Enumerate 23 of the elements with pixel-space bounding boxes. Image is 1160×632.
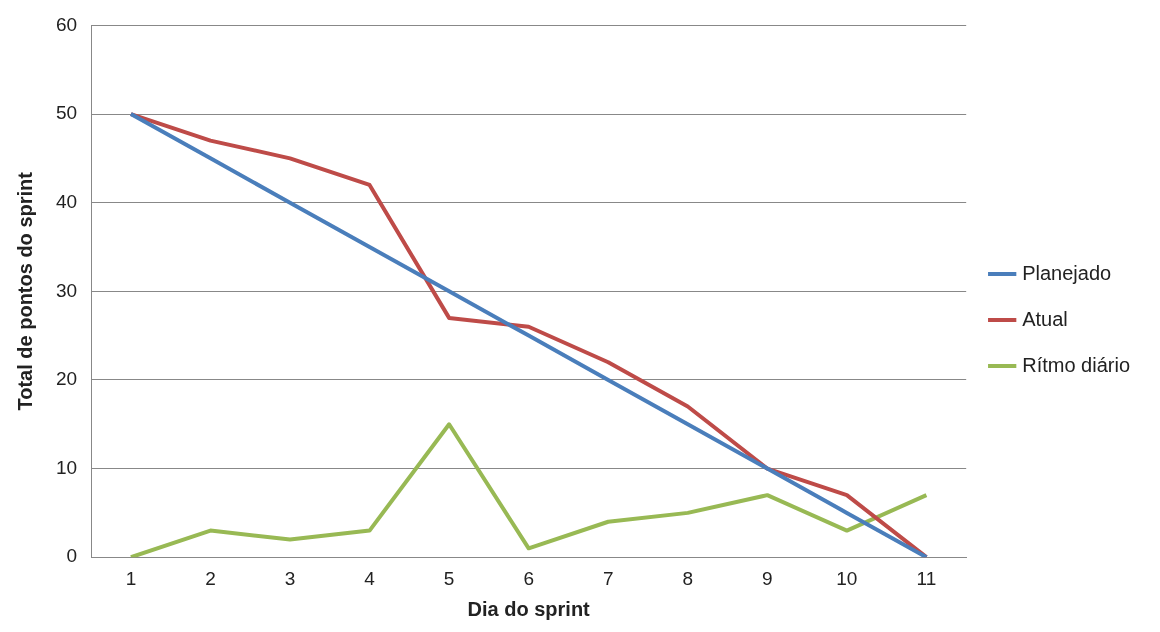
x-tick-label: 6 [523, 567, 534, 589]
legend-label: Atual [1022, 307, 1068, 330]
y-tick-label: 10 [55, 456, 78, 478]
x-tick-label: 4 [364, 567, 376, 589]
y-tick-label: 50 [55, 102, 78, 124]
x-tick-label: 10 [836, 567, 858, 589]
x-axis-title: Dia do sprint [467, 597, 591, 620]
x-tick-label: 1 [125, 567, 137, 589]
x-tick-label: 7 [602, 567, 614, 589]
y-axis-title: Total de pontos do sprint [13, 171, 36, 411]
x-tick-label: 8 [682, 567, 694, 589]
y-tick-label: 30 [55, 279, 78, 301]
x-tick-label: 3 [284, 567, 296, 589]
y-tick-label: 40 [55, 190, 78, 212]
legend-label: Rítmo diário [1022, 353, 1130, 376]
y-tick-label: 60 [55, 13, 78, 35]
x-tick-label: 5 [443, 567, 455, 589]
y-tick-label: 0 [66, 545, 78, 567]
x-tick-label: 9 [762, 567, 773, 589]
y-tick-label: 20 [55, 368, 78, 390]
x-tick-label: 11 [916, 567, 937, 589]
legend-label: Planejado [1022, 261, 1112, 284]
x-tick-label: 2 [205, 567, 216, 589]
